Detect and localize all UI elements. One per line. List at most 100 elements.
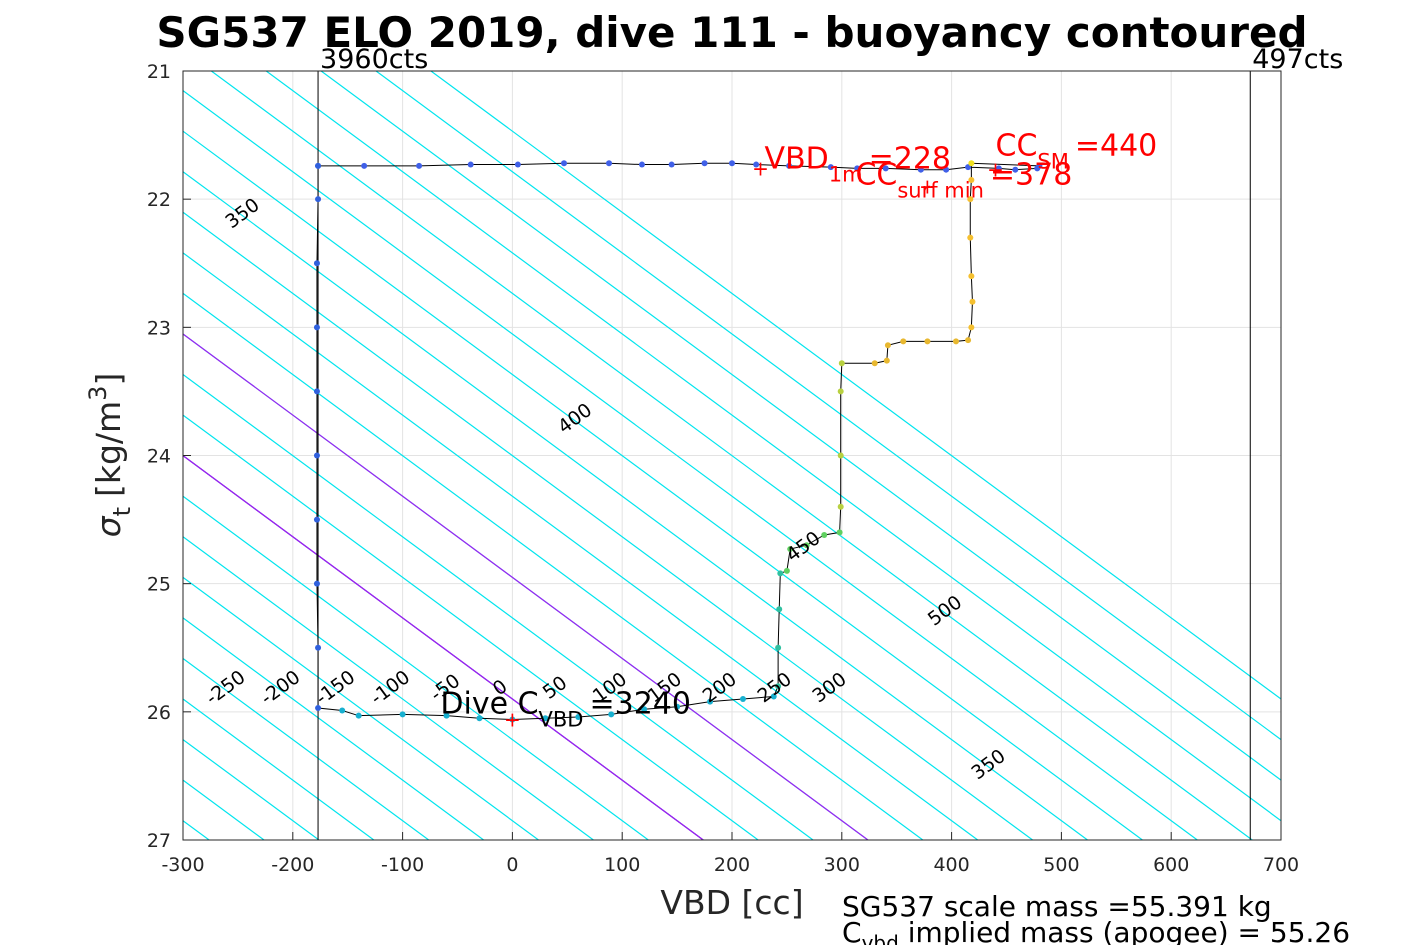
y-axis-superscript: 3 (84, 386, 112, 401)
trace-point (416, 162, 423, 169)
x-tick-label: 0 (506, 854, 518, 876)
implied-mass-text: Cvbd implied mass (apogee) = 55.26 (842, 916, 1350, 945)
trace-point (968, 160, 975, 167)
trace-point (967, 196, 974, 203)
trace-point (476, 715, 483, 722)
trace-point (313, 324, 320, 331)
trace-point (313, 580, 320, 587)
trace-point (1012, 166, 1019, 173)
contour-line (183, 536, 594, 840)
marker-name: VBD (765, 141, 829, 176)
trace-point (777, 570, 784, 577)
trace-point (467, 161, 474, 168)
trace-point (803, 542, 810, 549)
contour-line (430, 71, 1281, 700)
trace-point (361, 162, 368, 169)
trace-point (836, 529, 843, 536)
chart-title: SG537 ELO 2019, dive 111 - buoyancy cont… (156, 8, 1307, 57)
trace-point (917, 166, 924, 173)
x-tick-label: 600 (1153, 854, 1189, 876)
y-tick-label: 24 (147, 446, 171, 468)
trace-point (837, 452, 844, 459)
trace-point (883, 357, 890, 364)
marker-plus: + (752, 156, 769, 180)
contour-line (0, 71, 154, 840)
y-axis-label: σt [kg/m3] (84, 373, 136, 538)
x-tick-label: -100 (381, 854, 424, 876)
marker-plus: + (504, 708, 521, 732)
y-axis-unit: [kg/m (89, 401, 128, 497)
trace-point (854, 165, 861, 172)
trace-point (924, 338, 931, 345)
count-label: 3960cts (320, 44, 428, 75)
contour-line (210, 71, 1253, 840)
trace-point (739, 696, 746, 703)
trace-point (542, 715, 549, 722)
x-tick-label: -300 (161, 854, 204, 876)
trace-point (882, 165, 889, 172)
trace-line (316, 162, 1041, 721)
trace-point (638, 161, 645, 168)
trace-point (837, 503, 844, 510)
trace-point (313, 516, 320, 523)
trace-point (775, 683, 782, 690)
count-label: 497cts (1252, 44, 1343, 75)
trace-point (561, 160, 568, 167)
marker-label: CCSM =440 (996, 129, 1158, 174)
annotations: +VBD1m =228 +CCSM =440+CCsurf min =378+Dive … (440, 129, 1157, 732)
marker-label: VBD1m =228 (765, 141, 951, 186)
x-tick-label: 700 (1263, 854, 1299, 876)
contour-line (183, 211, 1033, 840)
trace-point (399, 711, 406, 718)
trace-point (443, 712, 450, 719)
trace-point (315, 704, 322, 711)
y-tick-label: 25 (147, 574, 171, 596)
trace-point (674, 703, 681, 710)
y-tick-label: 27 (147, 830, 171, 852)
trace-point (965, 337, 972, 344)
marker-subscript: surf min (897, 178, 984, 202)
contour-line (183, 373, 814, 840)
contour-line (183, 89, 1198, 840)
trace-point (995, 165, 1002, 172)
contour-line-purple (183, 454, 704, 840)
scale-mass-text: SG537 scale mass =55.391 kg (842, 890, 1272, 923)
marker-label: CCsurf min =378 (855, 157, 1072, 202)
trace-point (968, 176, 975, 183)
trace-point (608, 711, 615, 718)
trace-point (787, 546, 794, 553)
trace-point (701, 160, 708, 167)
trace-point (775, 644, 782, 651)
trace-point (969, 298, 976, 305)
contour-line (183, 495, 649, 840)
x-tick-label: 500 (1043, 854, 1079, 876)
contour-line (0, 71, 99, 840)
trace-point (783, 567, 790, 574)
marker-label: Dive CVBD =3240 (440, 687, 691, 732)
x-tick-label: 300 (824, 854, 860, 876)
marker-plus: + (987, 158, 1004, 182)
trace-point (968, 273, 975, 280)
trace-point (315, 196, 322, 203)
trace-point (827, 164, 834, 171)
contour-line-purple (183, 333, 869, 840)
trace-point (1036, 162, 1043, 169)
marker-plus: + (919, 174, 936, 198)
implied-mass-value: implied mass (apogee) = 55.26 (899, 916, 1350, 945)
marker-subscript: SM (1037, 150, 1068, 174)
trace-point (786, 162, 793, 169)
cvbd-subscript: vbd (862, 931, 899, 945)
y-axis-close: ] (89, 373, 128, 386)
marker-value: =3240 (589, 687, 690, 722)
trace-point (315, 644, 322, 651)
contour-line (183, 657, 430, 840)
trace-point (707, 698, 714, 705)
marker-name: CC (996, 129, 1038, 164)
buoyancy-contours (0, 71, 1281, 840)
x-tick-label: 100 (604, 854, 640, 876)
contour-line (183, 576, 539, 840)
y-tick-label: 26 (147, 702, 171, 724)
x-tick-label: -200 (271, 854, 314, 876)
contour-line (265, 71, 1281, 822)
